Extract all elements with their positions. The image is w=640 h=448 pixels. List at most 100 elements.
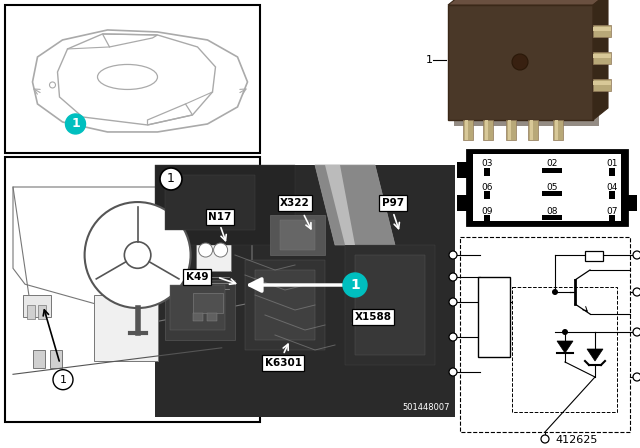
Bar (465, 120, 468, 140)
Circle shape (214, 243, 228, 257)
Circle shape (124, 242, 151, 268)
Bar (245, 260, 325, 350)
Circle shape (633, 373, 640, 381)
Circle shape (541, 435, 549, 443)
Bar (609, 168, 615, 176)
Text: P97: P97 (382, 198, 404, 208)
Bar (593, 52, 611, 64)
Text: 1: 1 (60, 375, 67, 385)
Bar (609, 215, 615, 223)
Bar (193, 313, 203, 321)
Circle shape (633, 288, 640, 296)
Circle shape (84, 202, 191, 308)
Circle shape (552, 289, 558, 295)
Bar (196, 207, 230, 271)
Bar (5, 157, 260, 422)
Circle shape (449, 273, 457, 281)
Polygon shape (325, 165, 355, 245)
Text: 08: 08 (547, 207, 557, 215)
Circle shape (198, 243, 212, 257)
Bar (609, 191, 615, 199)
Circle shape (449, 368, 457, 376)
Text: 1: 1 (426, 55, 433, 65)
Text: 412625: 412625 (556, 435, 598, 445)
Bar (463, 120, 473, 140)
Bar (94, 295, 158, 361)
Circle shape (633, 251, 640, 259)
Bar (542, 215, 562, 220)
Text: 02: 02 (547, 159, 557, 168)
Bar (625, 195, 637, 211)
Text: 05: 05 (547, 182, 557, 191)
Polygon shape (315, 165, 395, 245)
Text: 1: 1 (167, 172, 175, 185)
Bar (478, 277, 510, 357)
Bar (528, 120, 538, 140)
Bar (155, 165, 455, 417)
Bar (593, 79, 611, 91)
Text: X322: X322 (280, 198, 310, 208)
Bar (27, 306, 35, 319)
Bar (457, 195, 469, 211)
Bar (280, 220, 315, 250)
Bar (483, 120, 493, 140)
Bar (467, 150, 627, 225)
Bar (170, 285, 225, 330)
Bar (593, 81, 611, 85)
Bar (33, 350, 45, 368)
Bar (530, 120, 533, 140)
Polygon shape (448, 0, 608, 5)
Bar (23, 295, 51, 317)
Bar (473, 154, 621, 221)
Text: 01: 01 (606, 159, 618, 168)
Bar (165, 175, 255, 230)
Bar (593, 27, 611, 31)
Bar (484, 191, 490, 199)
Circle shape (562, 329, 568, 335)
Bar (355, 255, 425, 355)
Bar (485, 120, 488, 140)
Bar (50, 350, 62, 368)
Bar (460, 237, 630, 432)
Text: 09: 09 (481, 207, 493, 215)
Bar (542, 191, 562, 196)
Bar (508, 120, 511, 140)
Bar (542, 168, 562, 173)
Bar (207, 313, 217, 321)
Bar (484, 215, 490, 223)
Text: 501448007: 501448007 (403, 402, 450, 412)
Circle shape (512, 54, 528, 70)
Bar (585, 251, 603, 261)
Circle shape (65, 114, 86, 134)
Bar (448, 5, 593, 120)
Bar (512, 287, 617, 412)
Bar (155, 165, 455, 417)
Text: 1: 1 (350, 278, 360, 292)
Polygon shape (587, 349, 603, 361)
Circle shape (343, 273, 367, 297)
Text: N17: N17 (208, 212, 232, 222)
Circle shape (53, 370, 73, 390)
Bar (555, 120, 558, 140)
Bar (457, 162, 469, 178)
Polygon shape (557, 341, 573, 353)
Bar (553, 120, 563, 140)
Bar (165, 280, 235, 340)
Circle shape (160, 168, 182, 190)
Text: 07: 07 (606, 207, 618, 215)
Bar (38, 306, 46, 319)
Bar (155, 165, 295, 245)
Circle shape (449, 298, 457, 306)
Text: 03: 03 (481, 159, 493, 168)
Text: 04: 04 (606, 182, 618, 191)
Bar (506, 120, 516, 140)
Circle shape (633, 328, 640, 336)
Text: 1: 1 (71, 117, 80, 130)
Bar (270, 215, 325, 255)
Bar (5, 5, 260, 153)
Bar (255, 270, 315, 340)
Text: K49: K49 (186, 272, 208, 282)
Circle shape (49, 82, 56, 88)
Bar (593, 25, 611, 37)
Bar (484, 168, 490, 176)
